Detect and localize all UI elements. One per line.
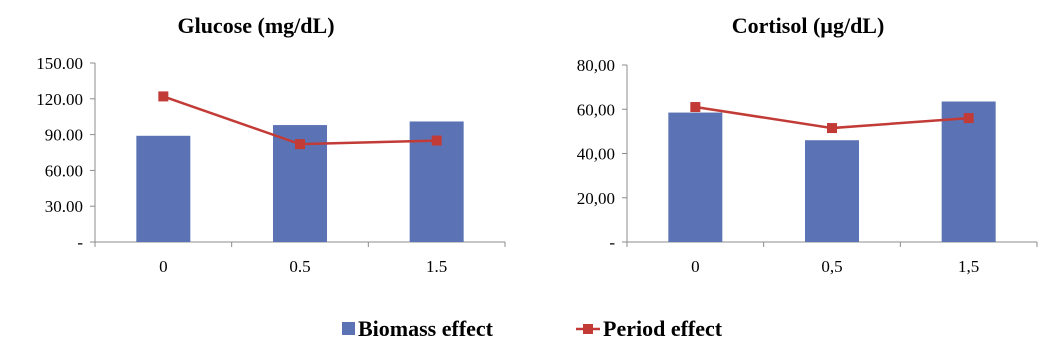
y-tick-label: 40,00 [577, 145, 615, 164]
legend-marker-period [583, 324, 593, 334]
y-tick-label: 60,00 [577, 100, 615, 119]
glucose-chart: Glucose (mg/dL) - 30.00 60.00 90.00 120.00 150… [36, 13, 506, 276]
y-tick-label: 120.00 [36, 90, 83, 109]
y-tick-label: - [609, 233, 615, 252]
chart-title: Cortisol (µg/dL) [732, 13, 885, 38]
x-tick-label: 0 [691, 257, 700, 276]
legend-swatch-biomass [342, 322, 355, 335]
y-tick-label: 150.00 [36, 54, 83, 73]
x-tick-label: 0,5 [821, 257, 842, 276]
legend-label-period: Period effect [603, 316, 723, 341]
x-tick-label: 0.5 [289, 257, 310, 276]
x-tick-label: 0 [159, 257, 168, 276]
y-tick-label: 90.00 [45, 126, 83, 145]
y-tick-label: - [77, 233, 83, 252]
bar-0 [136, 135, 191, 242]
legend-label-biomass: Biomass effect [358, 316, 494, 341]
period-effect-point [295, 139, 305, 150]
y-tick-label: 60.00 [45, 161, 83, 180]
period-effect-point [158, 91, 169, 102]
chart-title: Glucose (mg/dL) [177, 13, 334, 38]
y-tick-label: 30.00 [45, 197, 83, 216]
legend: Biomass effect Period effect [342, 316, 723, 341]
bar-0-5 [805, 140, 859, 242]
period-effect-point [963, 113, 974, 124]
y-tick-label: 80,00 [577, 56, 615, 75]
cortisol-chart: Cortisol (µg/dL) - 20,00 40,00 60,00 80,00 0 0,… [577, 13, 1038, 276]
x-tick-label: 1.5 [426, 257, 447, 276]
x-tick-label: 1,5 [958, 257, 979, 276]
period-effect-point [690, 102, 701, 113]
y-tick-label: 20,00 [577, 189, 615, 208]
bar-0 [668, 112, 723, 242]
bar-1-5 [941, 101, 996, 242]
period-effect-point [827, 123, 837, 134]
period-effect-point [431, 135, 442, 146]
